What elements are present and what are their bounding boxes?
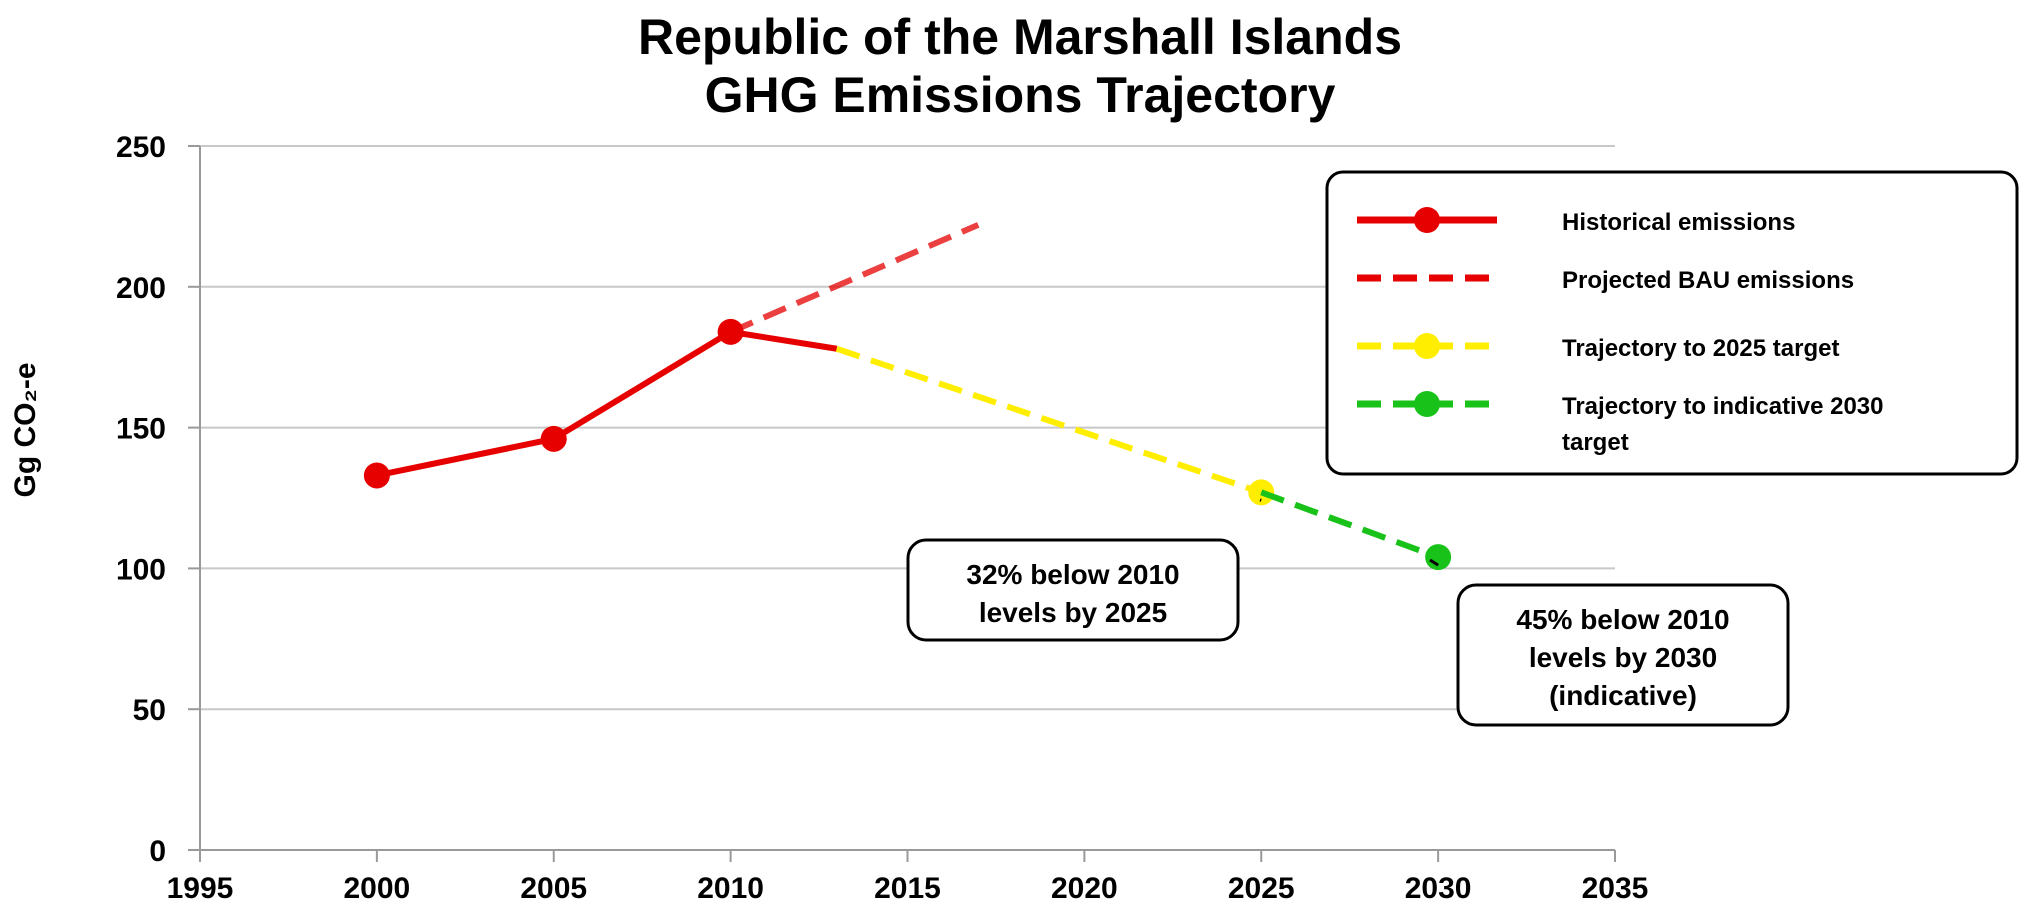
legend-box [1325,170,2019,476]
y-tick-label: 150 [116,413,166,446]
legend-marker-4 [1414,391,1440,417]
annotation-box [906,538,1240,642]
y-tick-label: 250 [116,131,166,164]
annotation-text: 32% below 2010 [966,559,1179,590]
annotation-text: 45% below 2010 [1516,604,1729,635]
legend-label-3: Trajectory to 2025 target [1562,335,1839,362]
series-marker-1 [363,462,390,489]
legend-marker-1 [1414,207,1440,233]
x-tick-label: 1995 [167,872,234,903]
series-marker-1 [540,425,567,452]
legend-marker-3 [1414,333,1440,359]
x-tick-label: 2020 [1051,872,1118,903]
x-tick-label: 2010 [697,872,764,903]
series-line-1 [376,328,838,479]
annotation-text: levels by 2030 [1529,642,1717,673]
legend-label-4: target [1562,429,1629,456]
annotation-box [1456,583,1790,727]
annotation-text: levels by 2025 [979,597,1167,628]
x-tick-label: 2030 [1405,872,1472,903]
chart-title: Republic of the Marshall Islands GHG Emi… [380,8,1660,124]
y-tick-label: 0 [149,835,166,868]
x-tick-label: 2000 [344,872,411,903]
legend-label-1: Historical emissions [1562,209,1795,236]
annotation-pointer [1429,558,1439,567]
x-tick-label: 2005 [520,872,587,903]
y-tick-label: 50 [133,694,166,727]
legend-label-4: Trajectory to indicative 2030 [1562,393,1883,420]
series-line-4 [1260,489,1440,560]
series-line-2 [729,222,980,335]
annotation-text: (indicative) [1549,680,1697,711]
x-tick-label: 2035 [1582,872,1649,903]
x-tick-label: 2015 [874,872,941,903]
x-tick-label: 2025 [1228,872,1295,903]
series-line-3 [835,345,1263,496]
y-tick-label: 100 [116,553,166,586]
chart-title-line-1: Republic of the Marshall Islands [637,9,1403,65]
legend-label-2: Projected BAU emissions [1562,267,1854,294]
series-marker-4 [1425,544,1452,571]
y-tick-label: 200 [116,272,166,305]
chart-subtitle: GHG Emissions Trajectory [704,67,1336,123]
